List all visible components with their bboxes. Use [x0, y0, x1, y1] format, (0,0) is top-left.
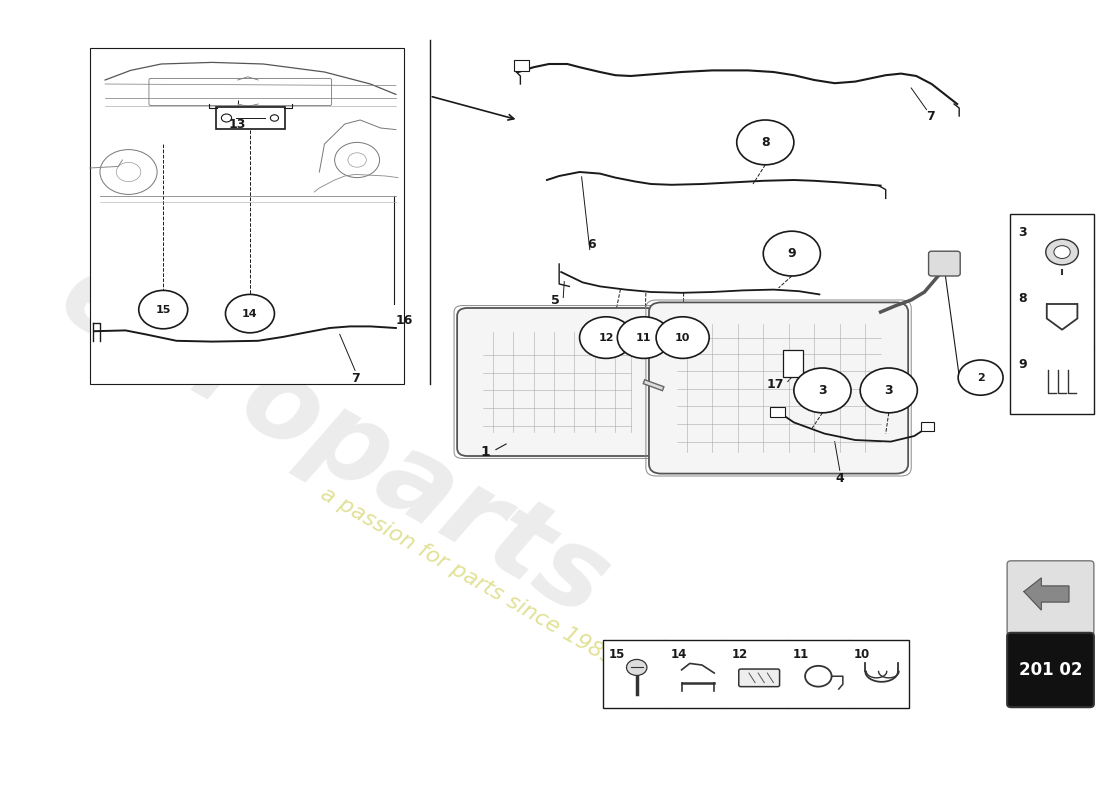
- FancyBboxPatch shape: [148, 78, 331, 106]
- Text: 9: 9: [1019, 358, 1027, 371]
- FancyBboxPatch shape: [928, 251, 960, 276]
- FancyBboxPatch shape: [458, 308, 656, 456]
- FancyBboxPatch shape: [217, 107, 285, 129]
- Text: 4: 4: [835, 472, 844, 485]
- Circle shape: [656, 317, 710, 358]
- Text: 14: 14: [670, 648, 686, 661]
- Circle shape: [271, 115, 278, 122]
- Text: 5: 5: [551, 294, 560, 306]
- Circle shape: [627, 659, 647, 675]
- FancyBboxPatch shape: [1008, 561, 1093, 635]
- Text: 16: 16: [396, 314, 414, 326]
- Text: 11: 11: [636, 333, 651, 342]
- FancyBboxPatch shape: [782, 350, 803, 377]
- Text: 11: 11: [793, 648, 810, 661]
- FancyBboxPatch shape: [90, 48, 404, 384]
- Text: 15: 15: [155, 305, 170, 314]
- Circle shape: [763, 231, 821, 276]
- Text: 7: 7: [351, 372, 360, 385]
- Text: 12: 12: [732, 648, 748, 661]
- FancyBboxPatch shape: [1010, 214, 1093, 414]
- Polygon shape: [1024, 578, 1069, 610]
- Circle shape: [860, 368, 917, 413]
- FancyBboxPatch shape: [739, 669, 780, 686]
- Text: 7: 7: [926, 110, 935, 122]
- Text: 10: 10: [854, 648, 870, 661]
- Text: 17: 17: [767, 378, 783, 390]
- Circle shape: [737, 120, 794, 165]
- Text: 14: 14: [242, 309, 257, 318]
- FancyBboxPatch shape: [770, 407, 784, 417]
- Text: 6: 6: [587, 238, 596, 250]
- Text: europarts: europarts: [42, 240, 627, 640]
- Circle shape: [580, 317, 632, 358]
- Text: 8: 8: [1019, 292, 1027, 305]
- Circle shape: [139, 290, 188, 329]
- Text: a passion for parts since 1985: a passion for parts since 1985: [317, 483, 618, 669]
- Text: 10: 10: [675, 333, 691, 342]
- FancyBboxPatch shape: [922, 422, 934, 431]
- FancyBboxPatch shape: [515, 60, 528, 71]
- Text: 13: 13: [229, 118, 246, 130]
- Circle shape: [958, 360, 1003, 395]
- Text: 9: 9: [788, 247, 796, 260]
- FancyBboxPatch shape: [603, 640, 910, 708]
- Circle shape: [794, 368, 851, 413]
- Text: 15: 15: [609, 648, 626, 661]
- Text: 3: 3: [884, 384, 893, 397]
- Text: 12: 12: [598, 333, 614, 342]
- Text: 201 02: 201 02: [1019, 661, 1082, 679]
- Text: 2: 2: [977, 373, 985, 382]
- Text: 1: 1: [480, 445, 490, 459]
- Circle shape: [226, 294, 275, 333]
- Text: 8: 8: [761, 136, 770, 149]
- FancyBboxPatch shape: [1008, 633, 1093, 707]
- Circle shape: [1046, 239, 1078, 265]
- Circle shape: [617, 317, 670, 358]
- Text: 3: 3: [1019, 226, 1027, 238]
- Circle shape: [1054, 246, 1070, 258]
- FancyBboxPatch shape: [649, 302, 909, 474]
- Circle shape: [221, 114, 232, 122]
- Text: 3: 3: [818, 384, 827, 397]
